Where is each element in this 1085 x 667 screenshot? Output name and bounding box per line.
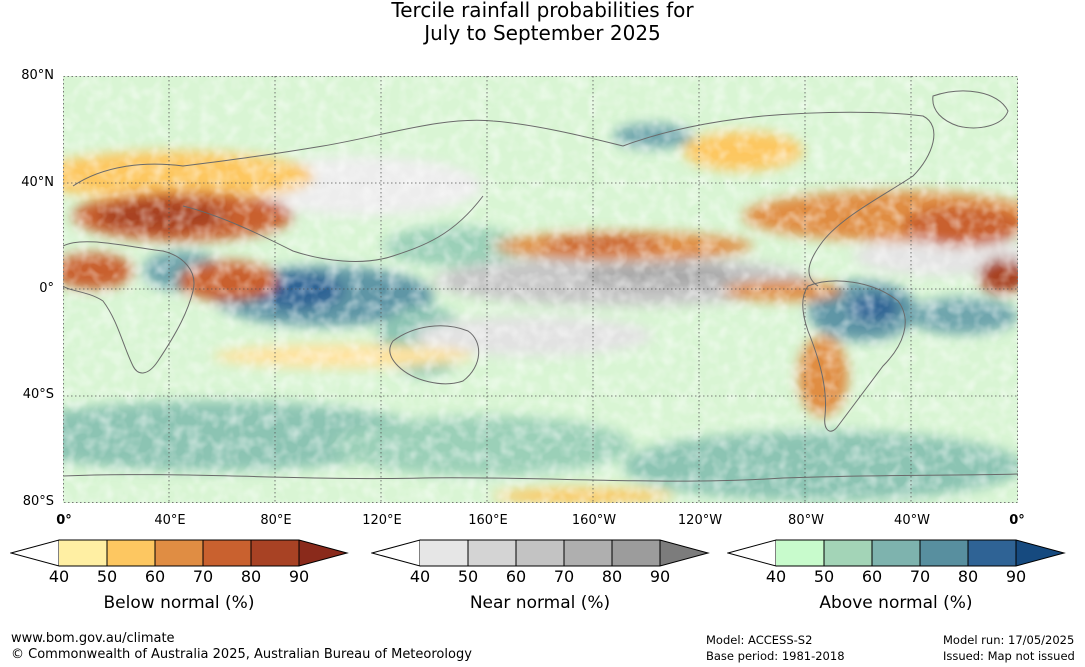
- near-normal-tick: 60: [505, 567, 527, 586]
- lon-label-160w: 160°W: [571, 513, 617, 528]
- lon-label-120e: 120°E: [362, 513, 402, 528]
- lon-label-0-left: 0°: [56, 513, 72, 528]
- lon-label-40w: 40°W: [894, 513, 930, 528]
- footer-issued: Issued: Map not issued: [943, 649, 1075, 663]
- lon-label-120w: 120°W: [677, 513, 723, 528]
- lon-label-40e: 40°E: [154, 513, 186, 528]
- colorbar-title-above-normal: Above normal (%): [819, 593, 973, 613]
- footer-model-run: Model run: 17/05/2025: [943, 633, 1075, 647]
- lat-label-40s: 40°S: [22, 387, 54, 402]
- above-normal-tick: 60: [861, 567, 883, 586]
- near-normal-tick: 40: [409, 567, 431, 586]
- above-normal-tick: 50: [813, 567, 835, 586]
- lat-label-80s: 80°S: [22, 494, 54, 509]
- below-normal-tick: 90: [288, 567, 310, 586]
- lat-label-80n: 80°N: [21, 68, 54, 83]
- footer-copyright: © Commonwealth of Australia 2025, Austra…: [11, 647, 472, 662]
- below-normal-tick: 40: [48, 567, 70, 586]
- below-normal-tick: 50: [96, 567, 118, 586]
- lat-label-40n: 40°N: [21, 175, 54, 190]
- lon-label-80e: 80°E: [260, 513, 292, 528]
- lon-label-160e: 160°E: [468, 513, 508, 528]
- near-normal-tick: 80: [601, 567, 623, 586]
- above-normal-tick: 70: [909, 567, 931, 586]
- colorbar-near-normal: [371, 539, 710, 567]
- footer-base-period: Base period: 1981-2018: [706, 649, 845, 663]
- below-normal-tick: 60: [144, 567, 166, 586]
- colorbar-above-normal: [727, 539, 1066, 567]
- footer-website: www.bom.gov.au/climate: [11, 631, 175, 646]
- footer-model: Model: ACCESS-S2: [706, 633, 813, 647]
- near-normal-tick: 90: [649, 567, 671, 586]
- below-normal-tick: 70: [192, 567, 214, 586]
- near-normal-tick: 70: [553, 567, 575, 586]
- above-normal-tick: 90: [1005, 567, 1027, 586]
- rainfall-probability-map: [63, 76, 1018, 503]
- colorbar-title-near-normal: Near normal (%): [469, 593, 611, 613]
- below-normal-tick: 80: [240, 567, 262, 586]
- map-title-line-1: Tercile rainfall probabilities for: [391, 0, 694, 22]
- above-normal-tick: 80: [957, 567, 979, 586]
- above-normal-tick: 40: [765, 567, 787, 586]
- map-title-line-2: July to September 2025: [424, 21, 661, 45]
- colorbar-title-below-normal: Below normal (%): [103, 593, 255, 613]
- lon-label-80w: 80°W: [788, 513, 824, 528]
- lon-label-0-right: 0°: [1009, 513, 1025, 528]
- colorbar-below-normal: [10, 539, 349, 567]
- lat-label-0: 0°: [39, 281, 54, 296]
- near-normal-tick: 50: [457, 567, 479, 586]
